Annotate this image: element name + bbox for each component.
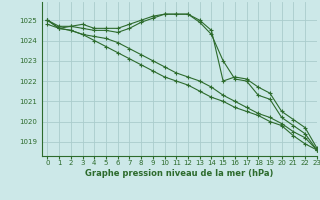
X-axis label: Graphe pression niveau de la mer (hPa): Graphe pression niveau de la mer (hPa) xyxy=(85,169,273,178)
